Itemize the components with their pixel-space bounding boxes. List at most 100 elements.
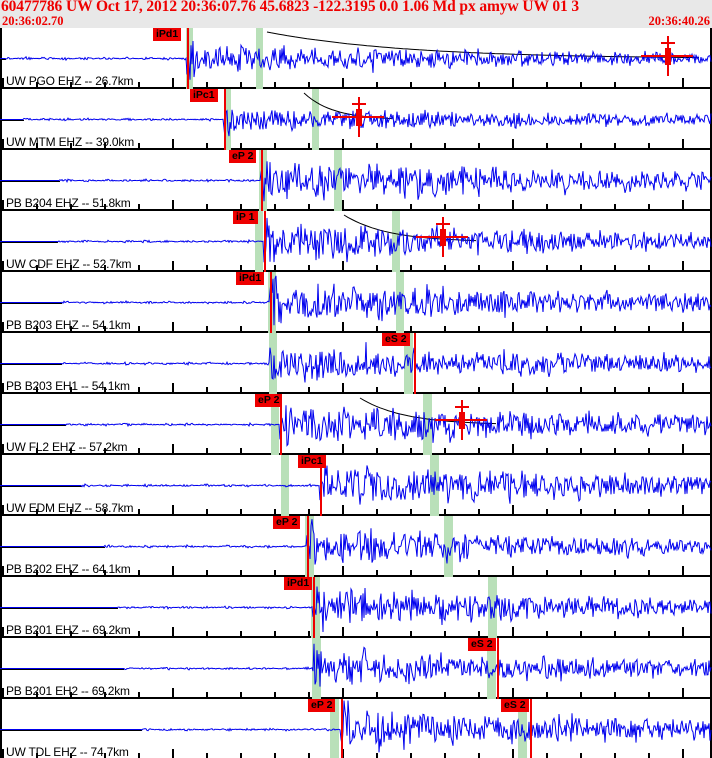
trace-row[interactable]: iPc1 UW EDM EHZ -- 58.7km [0,455,712,516]
amplitude-hbar-segment [332,116,384,118]
axis-tick [206,387,208,392]
axis-tick [648,753,650,758]
axis-tick [104,143,106,148]
station-label: UW EDM EHZ -- 58.7km [6,501,134,515]
axis-tick [308,692,310,697]
axis-tick [648,631,650,636]
axis-tick [478,326,480,331]
axis-tick [410,265,412,270]
axis-tick [444,387,446,392]
axis-tick [172,688,174,697]
axis-tick [104,82,106,87]
axis-tick [36,143,38,148]
trace-row[interactable]: iPd1 UW PGO EHZ -- 26.7km [0,28,712,89]
axis-tick [308,753,310,758]
axis-tick [206,265,208,270]
pick-label[interactable]: eS 2 [382,333,410,346]
axis-line [0,453,712,455]
axis-tick [172,505,174,514]
axis-tick [240,570,242,575]
trace-row[interactable]: eP 2 eS 2 UW TDL EHZ -- 74.7km [0,699,712,758]
axis-tick [410,143,412,148]
axis-tick [36,753,38,758]
pick-label[interactable]: iPd1 [236,272,265,285]
axis-tick [206,692,208,697]
axis-tick [206,570,208,575]
axis-tick [104,326,106,331]
axis-tick [2,322,4,331]
axis-tick [2,749,4,758]
pick-label[interactable]: eP 2 [255,394,283,407]
waveform [0,89,712,150]
pick-line[interactable] [187,28,189,89]
axis-tick [682,322,684,331]
axis-tick [614,509,616,514]
pick-label[interactable]: iPc1 [190,89,218,102]
axis-tick [376,82,378,87]
panel-right-border [710,333,712,394]
trace-panel[interactable]: iPd1 UW PGO EHZ -- 26.7km iPc1 UW MTM EHZ -… [0,28,712,758]
pick-line[interactable] [341,699,343,758]
axis-line [0,331,712,333]
pick-line[interactable] [320,455,322,516]
pick-label[interactable]: iPd1 [153,28,182,41]
trace-row[interactable]: iPc1 UW MTM EHZ -- 39.0km [0,89,712,150]
axis-line [0,514,712,516]
axis-tick [614,631,616,636]
axis-tick [2,688,4,697]
axis-tick [70,631,72,636]
station-label: PB B201 EHZ -- 69.2km [6,623,131,637]
trace-row[interactable]: iPd1 PB B201 EHZ -- 69.2km [0,577,712,638]
pick-line[interactable] [224,89,226,150]
axis-tick [138,753,140,758]
trace-row[interactable]: eS 2 PB B203 EH1 -- 54.1km [0,333,712,394]
pick-line[interactable] [261,150,263,211]
axis-tick [410,631,412,636]
axis-tick [36,326,38,331]
axis-tick [410,570,412,575]
pick-line[interactable] [313,577,315,638]
pick-line[interactable] [497,638,499,699]
trace-row[interactable]: iPd1 PB B203 EHZ -- 54.1km [0,272,712,333]
pick-line[interactable] [530,699,532,758]
waveform [0,150,712,211]
station-label: PB B204 EHZ -- 51.8km [6,196,131,210]
trace-row[interactable]: eS 2 PB B201 EH2 -- 69.2km [0,638,712,699]
axis-tick [206,143,208,148]
pick-label[interactable]: iP 1 [233,211,258,224]
pick-label[interactable]: iPd1 [284,577,313,590]
axis-tick [376,692,378,697]
trace-row[interactable]: eP 2 UW FL2 EHZ -- 57.2km [0,394,712,455]
axis-tick [546,692,548,697]
pick-label[interactable]: eP 2 [308,699,336,712]
axis-tick [444,204,446,209]
pick-line[interactable] [307,516,309,577]
panel-right-border [710,28,712,89]
axis-tick [104,387,106,392]
pick-line[interactable] [414,333,416,394]
pick-label[interactable]: iPc1 [298,455,326,468]
axis-tick [342,200,344,209]
amplitude-tick-segment [436,223,450,225]
axis-tick [36,570,38,575]
axis-tick [648,509,650,514]
trace-row[interactable]: iP 1 UW CDF EHZ -- 52.7km [0,211,712,272]
axis-tick [342,78,344,87]
trace-row[interactable]: eP 2 PB B204 EHZ -- 51.8km [0,150,712,211]
axis-tick [512,322,514,331]
axis-tick [512,78,514,87]
axis-tick [240,82,242,87]
waveform [0,211,712,272]
axis-tick [138,82,140,87]
pick-label[interactable]: eP 2 [273,516,301,529]
pick-label[interactable]: eS 2 [468,638,496,651]
trace-row[interactable]: eP 2 PB B202 EHZ -- 64.1km [0,516,712,577]
pick-label[interactable]: eP 2 [229,150,257,163]
axis-tick [308,326,310,331]
pick-line[interactable] [270,272,272,333]
pick-line[interactable] [264,211,266,272]
pick-line[interactable] [280,394,282,455]
pick-label[interactable]: eS 2 [501,699,529,712]
coda-decay-curve [266,31,699,59]
event-header-title: 60477786 UW Oct 17, 2012 20:36:07.76 45.… [1,0,580,15]
